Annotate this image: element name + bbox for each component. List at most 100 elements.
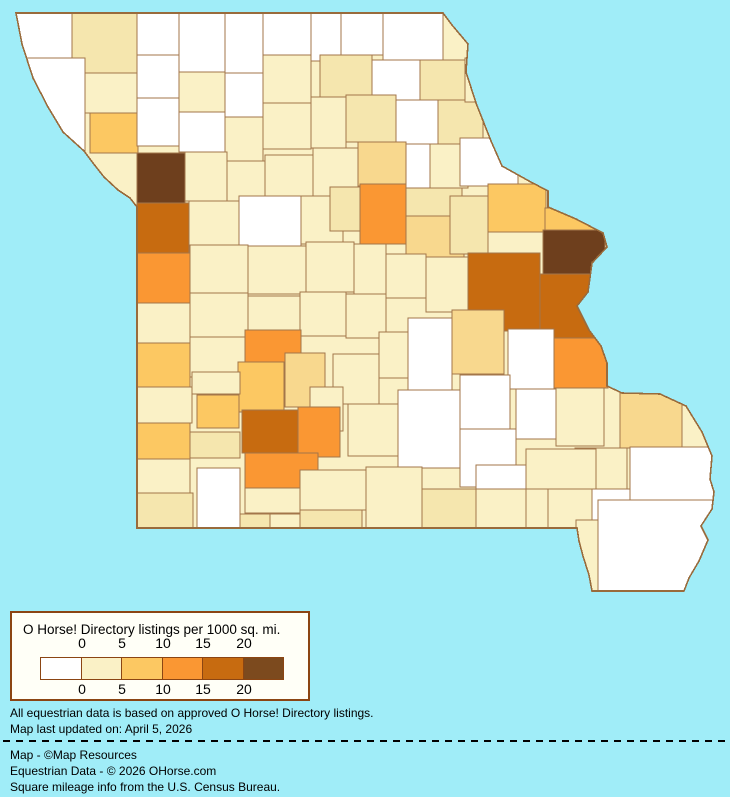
county-cell: [224, 13, 264, 74]
legend-swatch: [121, 658, 162, 679]
county-cells-layer: [16, 13, 714, 591]
county-cell: [575, 519, 599, 591]
county-cell: [371, 59, 421, 101]
county-cell: [136, 422, 191, 460]
county-cell: [178, 111, 226, 153]
county-cell: [136, 458, 191, 494]
county-cell: [247, 245, 307, 295]
county-cell: [310, 13, 342, 62]
county-cell: [451, 309, 505, 375]
legend-tick: 20: [236, 681, 252, 697]
county-cell: [196, 394, 240, 429]
legend-tick: 5: [118, 681, 126, 697]
county-cell: [397, 389, 461, 469]
county-cell: [553, 337, 609, 389]
county-cell: [224, 72, 264, 118]
county-cell: [359, 183, 407, 245]
county-cell: [597, 499, 714, 591]
county-cell: [244, 487, 310, 514]
legend-tick: 15: [195, 681, 211, 697]
county-cell: [555, 387, 605, 447]
county-cell: [264, 154, 314, 198]
county-cell: [305, 241, 355, 293]
legend-swatch: [161, 658, 202, 679]
legend: O Horse! Directory listings per 1000 sq.…: [10, 611, 310, 701]
county-cell: [136, 386, 193, 424]
county-cell: [237, 361, 285, 413]
county-cell: [136, 13, 180, 56]
county-cell: [515, 388, 557, 440]
county-cell: [459, 374, 511, 430]
county-cell: [178, 13, 226, 73]
county-cell: [188, 200, 240, 246]
county-cell: [329, 186, 363, 232]
county-cell: [347, 403, 407, 457]
missouri-county-map: [15, 12, 715, 592]
county-cell: [196, 467, 241, 531]
county-cell: [262, 54, 312, 104]
county-cell: [136, 152, 186, 204]
county-cell: [247, 295, 301, 337]
county-cell: [382, 13, 444, 61]
legend-tick: 0: [78, 681, 86, 697]
county-cell: [89, 112, 139, 154]
county-cell: [299, 469, 367, 511]
county-cell: [262, 13, 312, 56]
legend-tick: 20: [236, 635, 252, 651]
county-cell: [340, 13, 384, 56]
county-cell: [542, 229, 606, 281]
last-updated-note: Map last updated on: April 5, 2026: [10, 722, 193, 736]
county-cell: [310, 96, 347, 149]
county-cell: [136, 342, 191, 388]
county-cell: [241, 409, 300, 454]
county-cell: [184, 151, 228, 202]
county-cell: [353, 243, 387, 295]
county-cell: [407, 317, 453, 391]
county-cell: [136, 302, 191, 344]
county-cell: [319, 54, 373, 98]
data-attribution: Equestrian Data - © 2026 OHorse.com: [10, 764, 217, 778]
county-cell: [136, 97, 180, 147]
map-attribution: Map - ©Map Resources: [10, 748, 137, 762]
county-cell: [437, 99, 484, 145]
county-cell: [262, 102, 312, 150]
county-cell: [357, 141, 407, 187]
data-disclaimer-note: All equestrian data is based on approved…: [10, 706, 374, 720]
legend-swatch: [202, 658, 243, 679]
county-cell: [136, 54, 180, 99]
legend-swatch: [80, 658, 121, 679]
county-cell: [591, 261, 613, 305]
census-attribution: Square mileage info from the U.S. Census…: [10, 780, 281, 794]
county-cell: [297, 406, 341, 458]
county-cell: [136, 202, 190, 254]
legend-tick: 10: [155, 681, 171, 697]
county-cell: [189, 292, 249, 338]
legend-color-scale: [40, 657, 284, 680]
county-cell: [507, 328, 555, 390]
county-cell: [619, 389, 683, 449]
county-cell: [191, 371, 241, 395]
county-cell: [459, 137, 519, 187]
county-cell: [395, 99, 439, 145]
county-cell: [425, 256, 469, 313]
county-cell: [24, 57, 86, 155]
county-cell: [224, 116, 264, 162]
legend-title: O Horse! Directory listings per 1000 sq.…: [23, 622, 281, 637]
county-cell: [299, 509, 363, 529]
county-cell: [136, 252, 191, 304]
legend-tick: 15: [195, 635, 211, 651]
county-cell: [178, 71, 226, 113]
county-cell: [385, 253, 427, 299]
county-cell: [487, 183, 547, 233]
county-cell: [189, 244, 249, 294]
legend-tick: 0: [78, 635, 86, 651]
state-outline: [15, 12, 715, 592]
county-cell: [136, 492, 194, 529]
county-cell: [419, 59, 467, 103]
legend-swatch: [41, 658, 81, 679]
legend-tick: 5: [118, 635, 126, 651]
county-cell: [84, 72, 138, 114]
legend-swatch: [242, 658, 283, 679]
county-cell: [525, 448, 597, 490]
